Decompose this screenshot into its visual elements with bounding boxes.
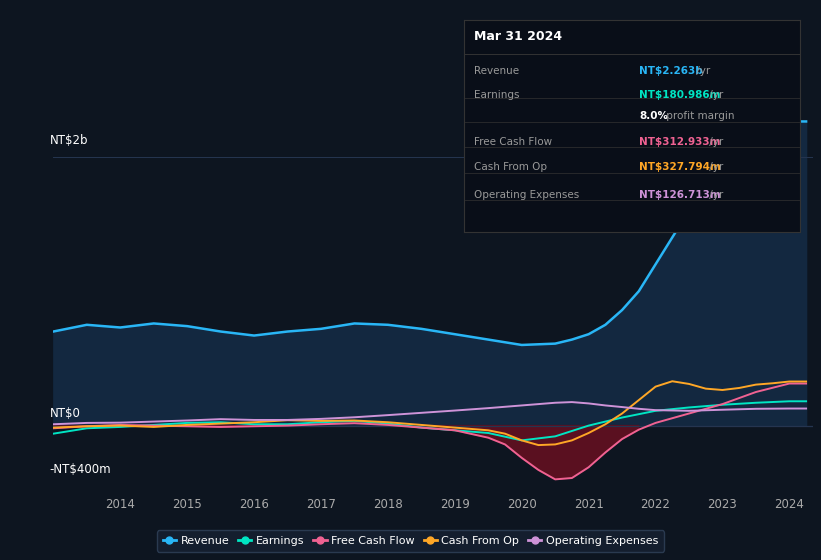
Text: /yr: /yr [705, 90, 722, 100]
Text: /yr: /yr [705, 190, 722, 200]
Text: Revenue: Revenue [474, 67, 519, 76]
Text: /yr: /yr [694, 67, 711, 76]
Text: 8.0%: 8.0% [639, 111, 668, 121]
Text: NT$312.933m: NT$312.933m [639, 137, 720, 147]
Text: -NT$400m: -NT$400m [49, 463, 111, 476]
Text: NT$327.794m: NT$327.794m [639, 162, 721, 172]
Text: NT$2.263b: NT$2.263b [639, 67, 703, 76]
Text: Cash From Op: Cash From Op [474, 162, 547, 172]
Text: Earnings: Earnings [474, 90, 520, 100]
Text: Free Cash Flow: Free Cash Flow [474, 137, 552, 147]
Legend: Revenue, Earnings, Free Cash Flow, Cash From Op, Operating Expenses: Revenue, Earnings, Free Cash Flow, Cash … [157, 530, 664, 552]
Text: profit margin: profit margin [663, 111, 735, 121]
Text: Operating Expenses: Operating Expenses [474, 190, 579, 200]
Text: NT$126.713m: NT$126.713m [639, 190, 721, 200]
Text: Mar 31 2024: Mar 31 2024 [474, 30, 562, 43]
Text: /yr: /yr [705, 137, 722, 147]
Text: NT$0: NT$0 [49, 407, 80, 420]
Text: NT$2b: NT$2b [49, 134, 88, 147]
Text: /yr: /yr [705, 162, 722, 172]
Text: NT$180.986m: NT$180.986m [639, 90, 720, 100]
